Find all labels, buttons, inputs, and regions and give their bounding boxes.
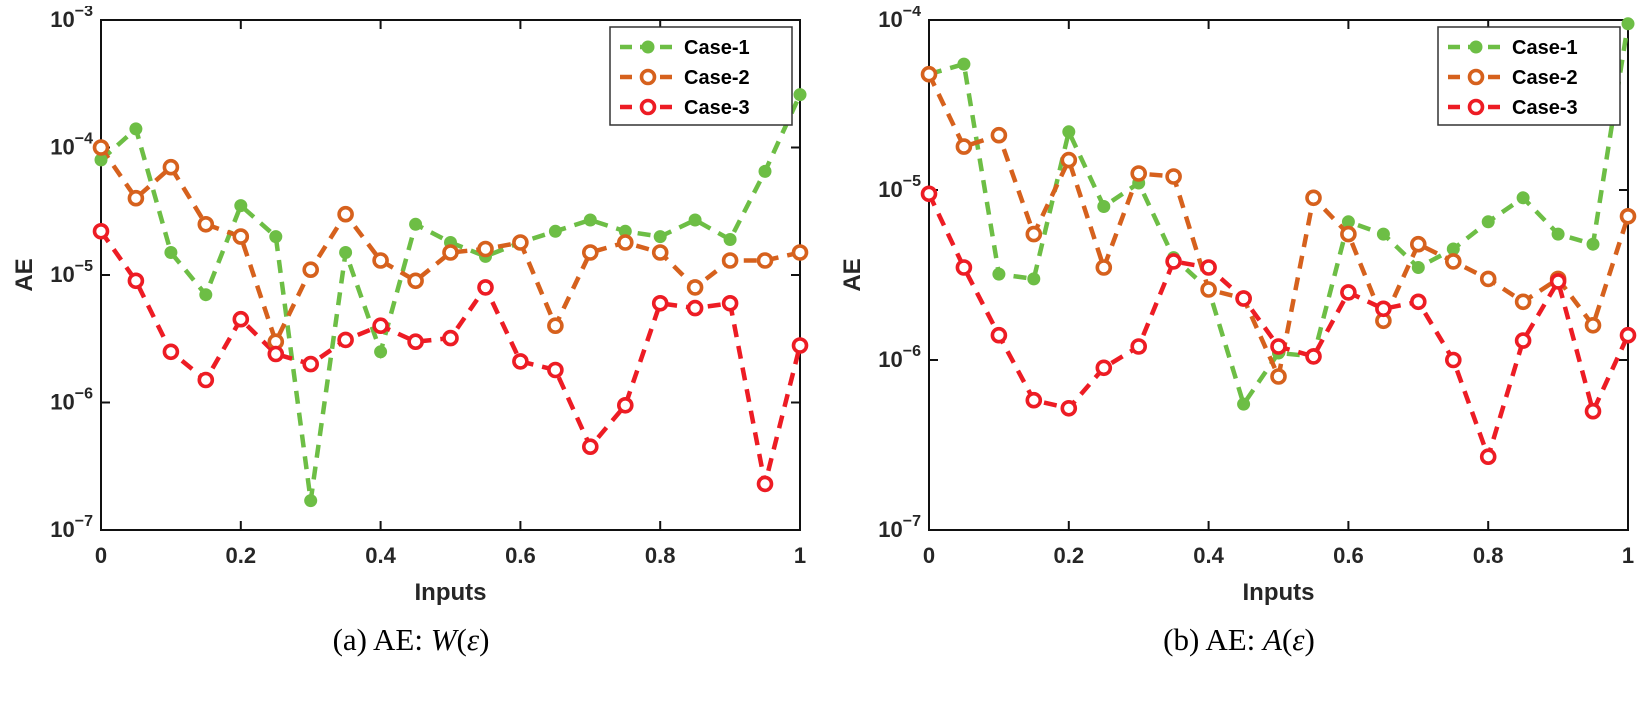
legend: Case-1 Case-2 Case-3: [1437, 26, 1621, 126]
chart-b: 0 0.2 0.4 0.6 0.8 110−710−610−510−4Case-1Case…: [839, 6, 1637, 606]
x-axis-ticks: 0 0.2 0.4 0.6 0.8 1: [923, 20, 1634, 568]
x-tick-label: 0.4: [365, 543, 396, 568]
y-tick-label: 10−3: [50, 6, 93, 32]
y-tick-label: 10−5: [878, 173, 921, 202]
caption-b-arg: ε: [1292, 622, 1305, 657]
x-tick-label: 0.6: [505, 543, 536, 568]
legend-entry-Case-3: Case-3: [1448, 97, 1578, 119]
panel-b: 0 0.2 0.4 0.6 0.8 1 10−7 10−6 10−5 10−4 Case-1 Case…: [834, 6, 1644, 658]
legend: Case-1 Case-2 Case-3: [609, 26, 793, 126]
caption-a-symbol: W: [430, 622, 457, 657]
x-axis-label: Inputs: [415, 579, 487, 606]
panel-a: 0 0.2 0.4 0.6 0.8 1 10−7 10−6 10−5 10−4 10−3 Case-1…: [6, 6, 816, 658]
x-tick-label: 0: [923, 543, 935, 568]
y-axis-ticks: 10−7 10−6 10−5 10−4 10−3: [50, 6, 800, 542]
caption-b-open: (: [1281, 622, 1293, 657]
y-tick-label: 10−6: [878, 343, 921, 372]
x-tick-label: 0.6: [1333, 543, 1364, 568]
chart-a: 0 0.2 0.4 0.6 0.8 1 10−7 10−6 10−5 10−4 10−3 Case-1…: [11, 6, 809, 606]
caption-a-arg: ε: [466, 622, 480, 657]
legend-label: Case-2: [1512, 67, 1578, 89]
caption-b-close: ): [1304, 622, 1315, 657]
caption-b-prefix: (b) AE:: [1163, 622, 1264, 657]
legend-entry-Case-2: Case-2: [620, 67, 750, 89]
x-tick-label: 0.4: [1193, 543, 1224, 568]
legend-label: Case-1: [1512, 37, 1578, 59]
y-tick-label: 10−7: [878, 513, 921, 542]
y-tick-label: 10−4: [50, 131, 93, 160]
y-tick-label: 10−7: [50, 513, 93, 542]
caption-a: (a) AE: W(ε): [333, 622, 490, 658]
legend-entry-Case-1: Case-1: [1448, 37, 1578, 59]
caption-b-symbol: A: [1263, 622, 1282, 657]
legend-label: Case-3: [684, 97, 750, 119]
x-axis-label: Inputs: [1243, 579, 1315, 606]
x-tick-label: 0.2: [1054, 543, 1085, 568]
y-axis-label: AE: [839, 258, 866, 291]
caption-a-prefix: (a) AE:: [332, 622, 431, 657]
y-axis-label: AE: [11, 258, 38, 291]
legend-label: Case-1: [684, 37, 750, 59]
series-line-Case-2: [99, 146, 801, 348]
legend-entry-Case-3: Case-3: [620, 97, 750, 119]
y-tick-label: 10−6: [50, 386, 93, 415]
series-line-Case-1: [928, 23, 1631, 410]
caption-a-close: ): [479, 622, 490, 657]
caption-b: (b) AE: A(ε): [1163, 622, 1315, 658]
x-tick-label: 0.8: [1473, 543, 1504, 568]
x-tick-label: 0.8: [645, 543, 676, 568]
legend-entry-Case-1: Case-1: [620, 37, 750, 59]
legend-entry-Case-2: Case-2: [1448, 67, 1578, 89]
legend-label: Case-3: [1512, 97, 1578, 119]
x-tick-label: 0.2: [226, 543, 257, 568]
y-tick-label: 10−5: [50, 258, 93, 287]
x-tick-label: 1: [1622, 543, 1634, 568]
caption-a-open: (: [456, 622, 467, 657]
legend-label: Case-2: [684, 67, 750, 89]
series-markers: [920, 17, 1637, 466]
x-axis-ticks: 0 0.2 0.4 0.6 0.8 1: [95, 20, 806, 568]
x-tick-label: 1: [794, 543, 806, 568]
series-markers: [92, 88, 809, 508]
x-tick-label: 0: [95, 543, 107, 568]
y-tick-label: 10−4: [878, 6, 921, 32]
